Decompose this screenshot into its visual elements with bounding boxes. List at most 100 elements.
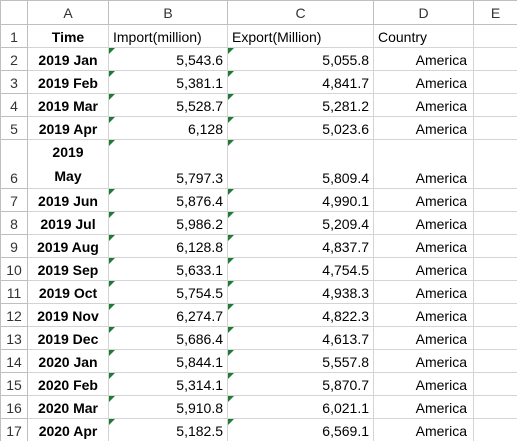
- cell[interactable]: 4,837.7: [227, 234, 374, 258]
- cell[interactable]: America: [373, 116, 474, 140]
- cell[interactable]: 2019 Feb: [27, 70, 109, 94]
- cell[interactable]: 4,938.3: [227, 280, 374, 304]
- cell[interactable]: 2019 Jun: [27, 188, 109, 212]
- cell[interactable]: [473, 24, 517, 48]
- row-header[interactable]: 16: [0, 395, 28, 419]
- cell[interactable]: 5,986.2: [108, 211, 228, 235]
- cell[interactable]: 2019 Aug: [27, 234, 109, 258]
- cell[interactable]: [473, 93, 517, 117]
- cell[interactable]: 2019 Nov: [27, 303, 109, 327]
- cell[interactable]: 4,841.7: [227, 70, 374, 94]
- cell[interactable]: 2020 Jan: [27, 349, 109, 373]
- cell[interactable]: America: [373, 47, 474, 71]
- row-header[interactable]: 14: [0, 349, 28, 373]
- cell[interactable]: 6,021.1: [227, 395, 374, 419]
- cell[interactable]: 4,990.1: [227, 188, 374, 212]
- cell[interactable]: America: [373, 280, 474, 304]
- header-cell[interactable]: Import(million): [108, 24, 228, 48]
- cell[interactable]: America: [373, 93, 474, 117]
- header-cell[interactable]: Export(Million): [227, 24, 374, 48]
- cell[interactable]: 2020 Apr: [27, 418, 109, 441]
- cell[interactable]: America: [373, 303, 474, 327]
- cell[interactable]: 5,633.1: [108, 257, 228, 281]
- cell[interactable]: 2019 Oct: [27, 280, 109, 304]
- row-header[interactable]: 7: [0, 188, 28, 212]
- cell[interactable]: America: [373, 257, 474, 281]
- cell[interactable]: 2019 Mar: [27, 93, 109, 117]
- cell[interactable]: 4,613.7: [227, 326, 374, 350]
- column-header[interactable]: B: [108, 0, 228, 25]
- row-header[interactable]: 3: [0, 70, 28, 94]
- row-header[interactable]: 5: [0, 116, 28, 140]
- cell[interactable]: [473, 116, 517, 140]
- cell[interactable]: 4,754.5: [227, 257, 374, 281]
- row-header[interactable]: 4: [0, 93, 28, 117]
- cell[interactable]: 2019 Apr: [27, 116, 109, 140]
- cell[interactable]: 2020 Mar: [27, 395, 109, 419]
- cell[interactable]: 5,876.4: [108, 188, 228, 212]
- row-header[interactable]: 12: [0, 303, 28, 327]
- cell[interactable]: America: [373, 234, 474, 258]
- cell[interactable]: 5,809.4: [227, 139, 374, 189]
- row-header[interactable]: 1: [0, 24, 28, 48]
- row-header[interactable]: 6: [0, 139, 28, 189]
- column-header[interactable]: A: [27, 0, 109, 25]
- cell[interactable]: 5,381.1: [108, 70, 228, 94]
- cell[interactable]: 6,569.1: [227, 418, 374, 441]
- cell[interactable]: [473, 139, 517, 189]
- cell[interactable]: 2019 Dec: [27, 326, 109, 350]
- cell[interactable]: [473, 418, 517, 441]
- cell[interactable]: 6,128: [108, 116, 228, 140]
- cell[interactable]: 5,754.5: [108, 280, 228, 304]
- row-header[interactable]: 11: [0, 280, 28, 304]
- header-cell[interactable]: Country: [373, 24, 474, 48]
- cell[interactable]: [473, 349, 517, 373]
- cell[interactable]: 5,055.8: [227, 47, 374, 71]
- cell[interactable]: [473, 257, 517, 281]
- row-header[interactable]: 17: [0, 418, 28, 441]
- row-header[interactable]: 15: [0, 372, 28, 396]
- cell[interactable]: America: [373, 372, 474, 396]
- cell[interactable]: 2019 May: [27, 139, 109, 189]
- cell[interactable]: [473, 234, 517, 258]
- cell[interactable]: 5,182.5: [108, 418, 228, 441]
- cell[interactable]: 2019 Sep: [27, 257, 109, 281]
- cell[interactable]: [473, 395, 517, 419]
- row-header[interactable]: 2: [0, 47, 28, 71]
- cell[interactable]: 2020 Feb: [27, 372, 109, 396]
- cell[interactable]: [473, 372, 517, 396]
- cell[interactable]: America: [373, 349, 474, 373]
- cell[interactable]: 5,281.2: [227, 93, 374, 117]
- row-header[interactable]: 13: [0, 326, 28, 350]
- row-header[interactable]: 9: [0, 234, 28, 258]
- cell[interactable]: America: [373, 395, 474, 419]
- cell[interactable]: [473, 303, 517, 327]
- cell[interactable]: 2019 Jan: [27, 47, 109, 71]
- cell[interactable]: America: [373, 139, 474, 189]
- header-cell[interactable]: Time: [27, 24, 109, 48]
- row-header[interactable]: 8: [0, 211, 28, 235]
- cell[interactable]: 5,870.7: [227, 372, 374, 396]
- cell[interactable]: [473, 211, 517, 235]
- cell[interactable]: America: [373, 70, 474, 94]
- cell[interactable]: 4,822.3: [227, 303, 374, 327]
- cell[interactable]: [473, 47, 517, 71]
- cell[interactable]: 5,910.8: [108, 395, 228, 419]
- column-header[interactable]: E: [473, 0, 517, 25]
- cell[interactable]: 2019 Jul: [27, 211, 109, 235]
- cell[interactable]: 5,686.4: [108, 326, 228, 350]
- cell[interactable]: [473, 326, 517, 350]
- cell[interactable]: 6,274.7: [108, 303, 228, 327]
- row-header[interactable]: 10: [0, 257, 28, 281]
- cell[interactable]: 5,209.4: [227, 211, 374, 235]
- cell[interactable]: 6,128.8: [108, 234, 228, 258]
- cell[interactable]: America: [373, 211, 474, 235]
- cell[interactable]: 5,023.6: [227, 116, 374, 140]
- cell[interactable]: 5,844.1: [108, 349, 228, 373]
- cell[interactable]: America: [373, 326, 474, 350]
- cell[interactable]: America: [373, 418, 474, 441]
- cell[interactable]: 5,543.6: [108, 47, 228, 71]
- column-header[interactable]: C: [227, 0, 374, 25]
- cell[interactable]: 5,557.8: [227, 349, 374, 373]
- cell[interactable]: 5,314.1: [108, 372, 228, 396]
